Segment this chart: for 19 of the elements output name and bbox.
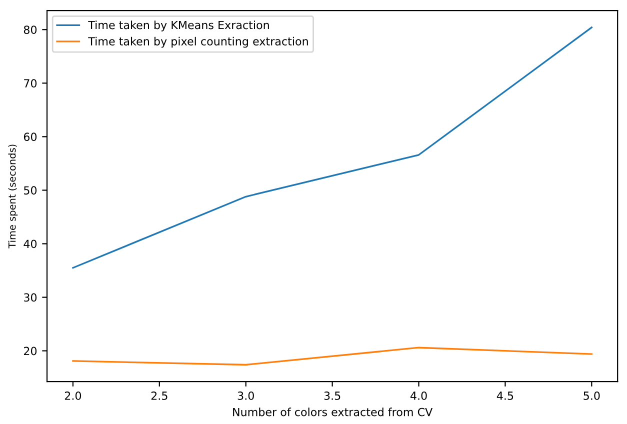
legend-label: Time taken by KMeans Exraction xyxy=(88,20,269,32)
y-tick-label: 30 xyxy=(24,293,37,302)
y-axis-title: Time spent (seconds) xyxy=(8,144,18,248)
x-tick-label: 3.0 xyxy=(238,392,254,400)
y-tick-label: 70 xyxy=(24,79,37,88)
y-tick-label: 40 xyxy=(24,240,37,248)
y-tick-label: 80 xyxy=(24,26,37,34)
y-tick-label: 20 xyxy=(24,346,37,356)
x-tick-label: 4.0 xyxy=(410,392,427,400)
y-tick-label: 60 xyxy=(24,132,37,142)
x-tick-label: 3.5 xyxy=(324,392,340,400)
legend-label: Time taken by pixel counting extraction xyxy=(88,36,308,48)
y-tick-label: 50 xyxy=(24,186,37,195)
x-tick-label: 4.5 xyxy=(496,392,514,400)
x-tick-label: 5.0 xyxy=(584,392,600,400)
x-axis-title: Number of colors extracted from CV xyxy=(233,408,433,416)
x-tick-label: 2.0 xyxy=(64,392,82,400)
x-tick-label: 2.5 xyxy=(151,392,168,400)
line-series xyxy=(72,346,592,366)
